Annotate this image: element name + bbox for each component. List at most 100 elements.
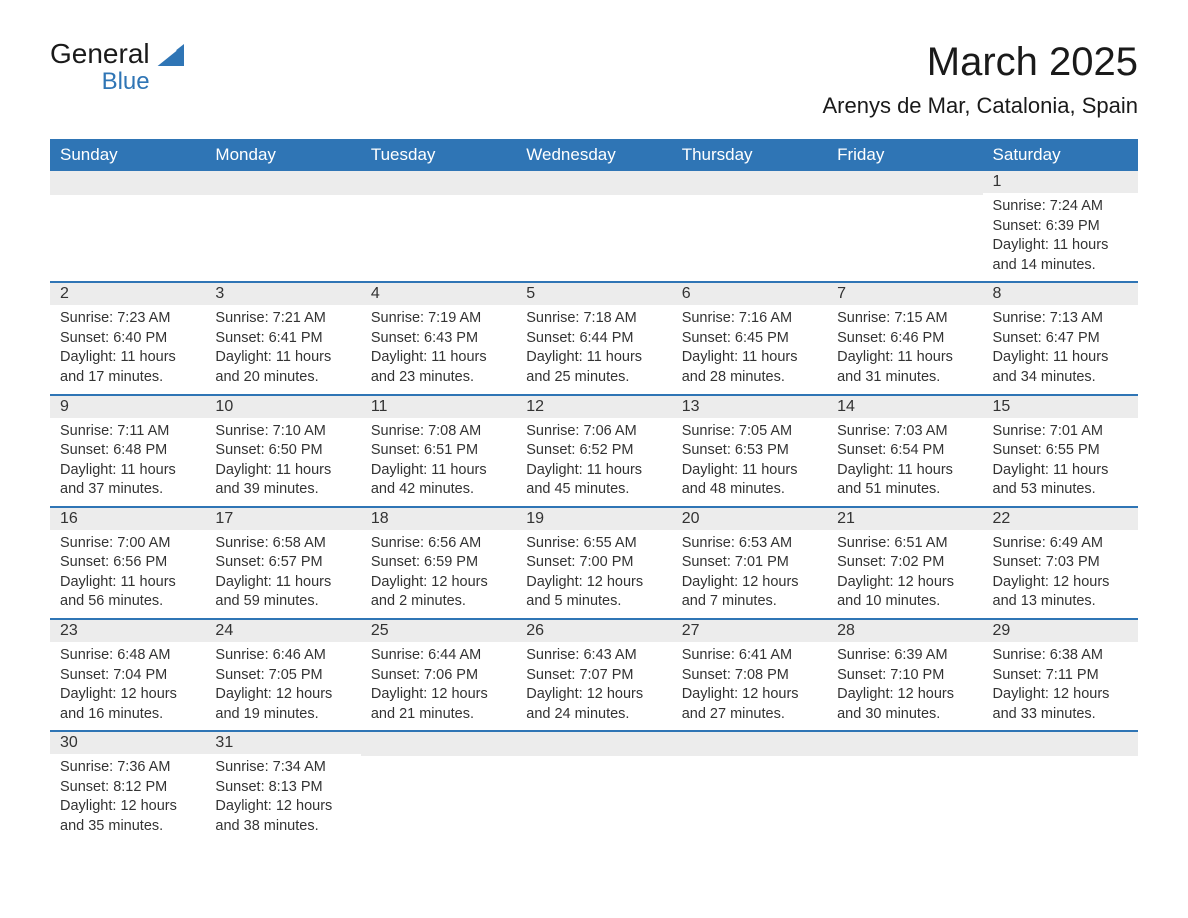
day-details	[672, 756, 827, 826]
day-number: 13	[672, 396, 827, 418]
col-header: Tuesday	[361, 139, 516, 171]
day-number: 28	[827, 620, 982, 642]
calendar-cell: 15Sunrise: 7:01 AMSunset: 6:55 PMDayligh…	[983, 395, 1138, 507]
calendar-week-row: 1Sunrise: 7:24 AMSunset: 6:39 PMDaylight…	[50, 171, 1138, 282]
calendar-cell: 8Sunrise: 7:13 AMSunset: 6:47 PMDaylight…	[983, 282, 1138, 394]
day-details: Sunrise: 6:56 AMSunset: 6:59 PMDaylight:…	[361, 530, 516, 618]
calendar-cell: 2Sunrise: 7:23 AMSunset: 6:40 PMDaylight…	[50, 282, 205, 394]
col-header: Monday	[205, 139, 360, 171]
col-header: Thursday	[672, 139, 827, 171]
calendar-header-row: Sunday Monday Tuesday Wednesday Thursday…	[50, 139, 1138, 171]
day-number: 12	[516, 396, 671, 418]
day-details: Sunrise: 6:58 AMSunset: 6:57 PMDaylight:…	[205, 530, 360, 618]
calendar-cell: 22Sunrise: 6:49 AMSunset: 7:03 PMDayligh…	[983, 507, 1138, 619]
col-header: Sunday	[50, 139, 205, 171]
day-number	[361, 171, 516, 195]
calendar-cell: 26Sunrise: 6:43 AMSunset: 7:07 PMDayligh…	[516, 619, 671, 731]
day-details: Sunrise: 7:05 AMSunset: 6:53 PMDaylight:…	[672, 418, 827, 506]
logo-triangle-icon	[156, 44, 184, 66]
day-number: 18	[361, 508, 516, 530]
calendar-cell: 27Sunrise: 6:41 AMSunset: 7:08 PMDayligh…	[672, 619, 827, 731]
day-number: 1	[983, 171, 1138, 193]
day-details: Sunrise: 7:11 AMSunset: 6:48 PMDaylight:…	[50, 418, 205, 506]
calendar-cell	[205, 171, 360, 282]
logo-word1: General	[50, 38, 150, 69]
day-details: Sunrise: 7:24 AMSunset: 6:39 PMDaylight:…	[983, 193, 1138, 281]
day-details: Sunrise: 6:53 AMSunset: 7:01 PMDaylight:…	[672, 530, 827, 618]
day-details: Sunrise: 7:08 AMSunset: 6:51 PMDaylight:…	[361, 418, 516, 506]
day-details: Sunrise: 7:00 AMSunset: 6:56 PMDaylight:…	[50, 530, 205, 618]
day-number: 15	[983, 396, 1138, 418]
calendar-cell	[672, 171, 827, 282]
col-header: Saturday	[983, 139, 1138, 171]
day-details: Sunrise: 7:19 AMSunset: 6:43 PMDaylight:…	[361, 305, 516, 393]
day-details	[516, 756, 671, 826]
calendar-cell	[516, 171, 671, 282]
day-details: Sunrise: 7:10 AMSunset: 6:50 PMDaylight:…	[205, 418, 360, 506]
calendar-cell: 14Sunrise: 7:03 AMSunset: 6:54 PMDayligh…	[827, 395, 982, 507]
day-number: 30	[50, 732, 205, 754]
calendar-cell: 9Sunrise: 7:11 AMSunset: 6:48 PMDaylight…	[50, 395, 205, 507]
day-number	[827, 732, 982, 756]
day-number: 26	[516, 620, 671, 642]
calendar-cell: 10Sunrise: 7:10 AMSunset: 6:50 PMDayligh…	[205, 395, 360, 507]
day-details	[983, 756, 1138, 826]
day-details: Sunrise: 7:34 AMSunset: 8:13 PMDaylight:…	[205, 754, 360, 842]
day-details	[827, 756, 982, 826]
day-number	[516, 171, 671, 195]
day-details	[205, 195, 360, 265]
calendar-cell	[516, 731, 671, 842]
calendar-week-row: 2Sunrise: 7:23 AMSunset: 6:40 PMDaylight…	[50, 282, 1138, 394]
day-number	[827, 171, 982, 195]
calendar-cell: 7Sunrise: 7:15 AMSunset: 6:46 PMDaylight…	[827, 282, 982, 394]
calendar-week-row: 9Sunrise: 7:11 AMSunset: 6:48 PMDaylight…	[50, 395, 1138, 507]
day-number: 19	[516, 508, 671, 530]
calendar-table: Sunday Monday Tuesday Wednesday Thursday…	[50, 139, 1138, 843]
day-details: Sunrise: 7:06 AMSunset: 6:52 PMDaylight:…	[516, 418, 671, 506]
day-details: Sunrise: 7:18 AMSunset: 6:44 PMDaylight:…	[516, 305, 671, 393]
day-details	[516, 195, 671, 265]
day-number: 22	[983, 508, 1138, 530]
calendar-cell: 13Sunrise: 7:05 AMSunset: 6:53 PMDayligh…	[672, 395, 827, 507]
col-header: Wednesday	[516, 139, 671, 171]
calendar-body: 1Sunrise: 7:24 AMSunset: 6:39 PMDaylight…	[50, 171, 1138, 843]
calendar-cell	[50, 171, 205, 282]
day-details	[361, 756, 516, 826]
day-number: 20	[672, 508, 827, 530]
calendar-cell	[983, 731, 1138, 842]
calendar-cell	[827, 731, 982, 842]
day-number: 31	[205, 732, 360, 754]
day-number: 4	[361, 283, 516, 305]
day-number: 7	[827, 283, 982, 305]
day-number	[672, 732, 827, 756]
day-number: 27	[672, 620, 827, 642]
day-number	[50, 171, 205, 195]
day-details: Sunrise: 6:43 AMSunset: 7:07 PMDaylight:…	[516, 642, 671, 730]
calendar-cell: 21Sunrise: 6:51 AMSunset: 7:02 PMDayligh…	[827, 507, 982, 619]
day-number: 11	[361, 396, 516, 418]
day-details: Sunrise: 6:48 AMSunset: 7:04 PMDaylight:…	[50, 642, 205, 730]
calendar-cell	[361, 731, 516, 842]
day-number: 6	[672, 283, 827, 305]
col-header: Friday	[827, 139, 982, 171]
day-number	[361, 732, 516, 756]
calendar-week-row: 23Sunrise: 6:48 AMSunset: 7:04 PMDayligh…	[50, 619, 1138, 731]
day-number	[983, 732, 1138, 756]
calendar-cell: 25Sunrise: 6:44 AMSunset: 7:06 PMDayligh…	[361, 619, 516, 731]
day-number	[205, 171, 360, 195]
day-details: Sunrise: 7:03 AMSunset: 6:54 PMDaylight:…	[827, 418, 982, 506]
day-details	[361, 195, 516, 265]
day-number: 23	[50, 620, 205, 642]
day-number: 24	[205, 620, 360, 642]
day-details: Sunrise: 6:39 AMSunset: 7:10 PMDaylight:…	[827, 642, 982, 730]
calendar-cell: 24Sunrise: 6:46 AMSunset: 7:05 PMDayligh…	[205, 619, 360, 731]
calendar-cell: 11Sunrise: 7:08 AMSunset: 6:51 PMDayligh…	[361, 395, 516, 507]
calendar-cell	[672, 731, 827, 842]
calendar-cell: 1Sunrise: 7:24 AMSunset: 6:39 PMDaylight…	[983, 171, 1138, 282]
day-number: 21	[827, 508, 982, 530]
calendar-cell	[361, 171, 516, 282]
day-details: Sunrise: 7:23 AMSunset: 6:40 PMDaylight:…	[50, 305, 205, 393]
page-header: General Blue March 2025 Arenys de Mar, C…	[50, 40, 1138, 119]
day-details: Sunrise: 6:46 AMSunset: 7:05 PMDaylight:…	[205, 642, 360, 730]
calendar-cell: 5Sunrise: 7:18 AMSunset: 6:44 PMDaylight…	[516, 282, 671, 394]
